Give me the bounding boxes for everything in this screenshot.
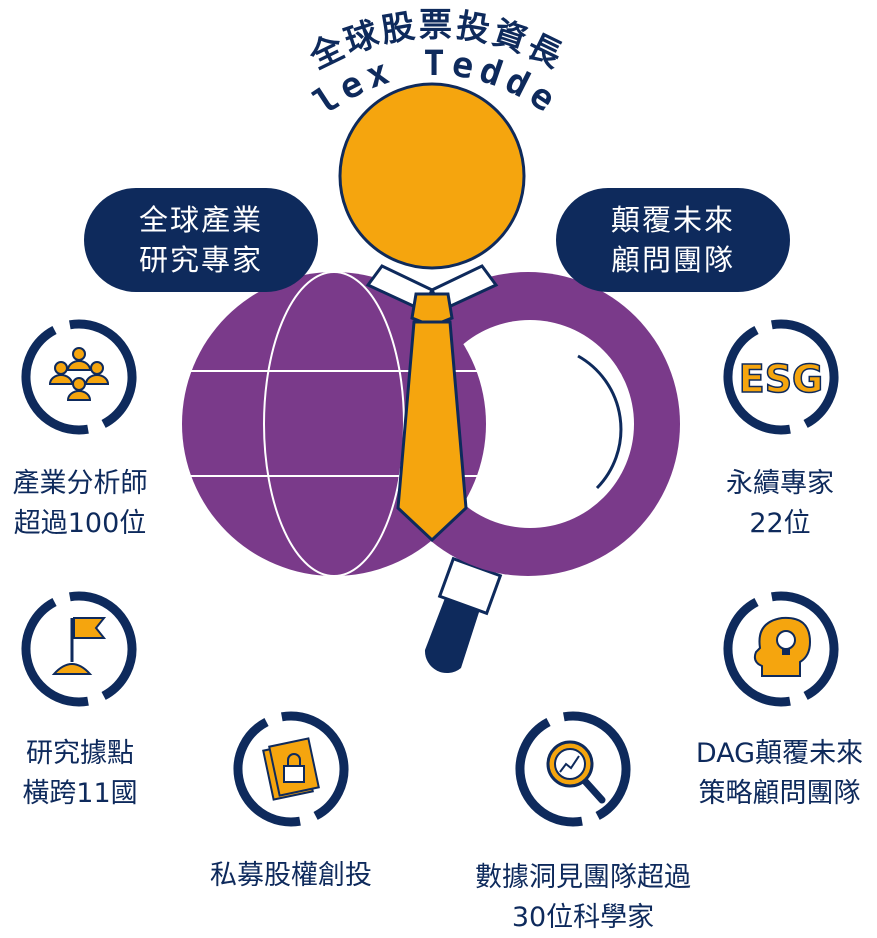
locked-folder-icon: [262, 737, 320, 801]
feature-label-data-team: 數據洞見團隊超過 30位科學家: [475, 862, 691, 933]
feature-label-dag-team: DAG顛覆未來 策略顧問團隊: [695, 738, 864, 809]
person-head: [338, 82, 526, 270]
feature-label-private-equity: 私募股權創投: [210, 860, 372, 891]
feature-ring-data-team: [515, 711, 631, 827]
feature-ring-analysts: [21, 319, 137, 435]
tie: [396, 320, 468, 543]
people-group-icon: [48, 347, 110, 401]
magnifier-handle: [424, 556, 503, 674]
feature-ring-private-equity: [233, 711, 349, 827]
feature-ring-esg: ESG: [723, 319, 839, 435]
esg-icon: ESG: [739, 357, 824, 401]
pill-global-industry: 全球產業 研究專家: [84, 188, 318, 292]
feature-label-offices: 研究據點 橫跨11國: [22, 738, 138, 809]
head-lightbulb-icon: [753, 616, 812, 677]
magnifier-chart-icon: [546, 740, 606, 804]
pill-disruptive-team: 顛覆未來 顧問團隊: [556, 188, 790, 292]
pill-left-line2: 研究專家: [138, 243, 263, 277]
pill-right-line1: 顛覆未來: [610, 203, 735, 237]
feature-label-esg: 永續專家 22位: [726, 468, 834, 539]
person-figure: [338, 82, 526, 543]
feature-ring-dag-team: [723, 591, 839, 707]
feature-ring-offices: [21, 591, 137, 707]
pill-right-line2: 顧問團隊: [610, 243, 735, 277]
flag-icon: [51, 617, 107, 675]
feature-label-analysts: 產業分析師 超過100位: [12, 468, 148, 539]
pill-left-line1: 全球產業: [138, 203, 263, 237]
